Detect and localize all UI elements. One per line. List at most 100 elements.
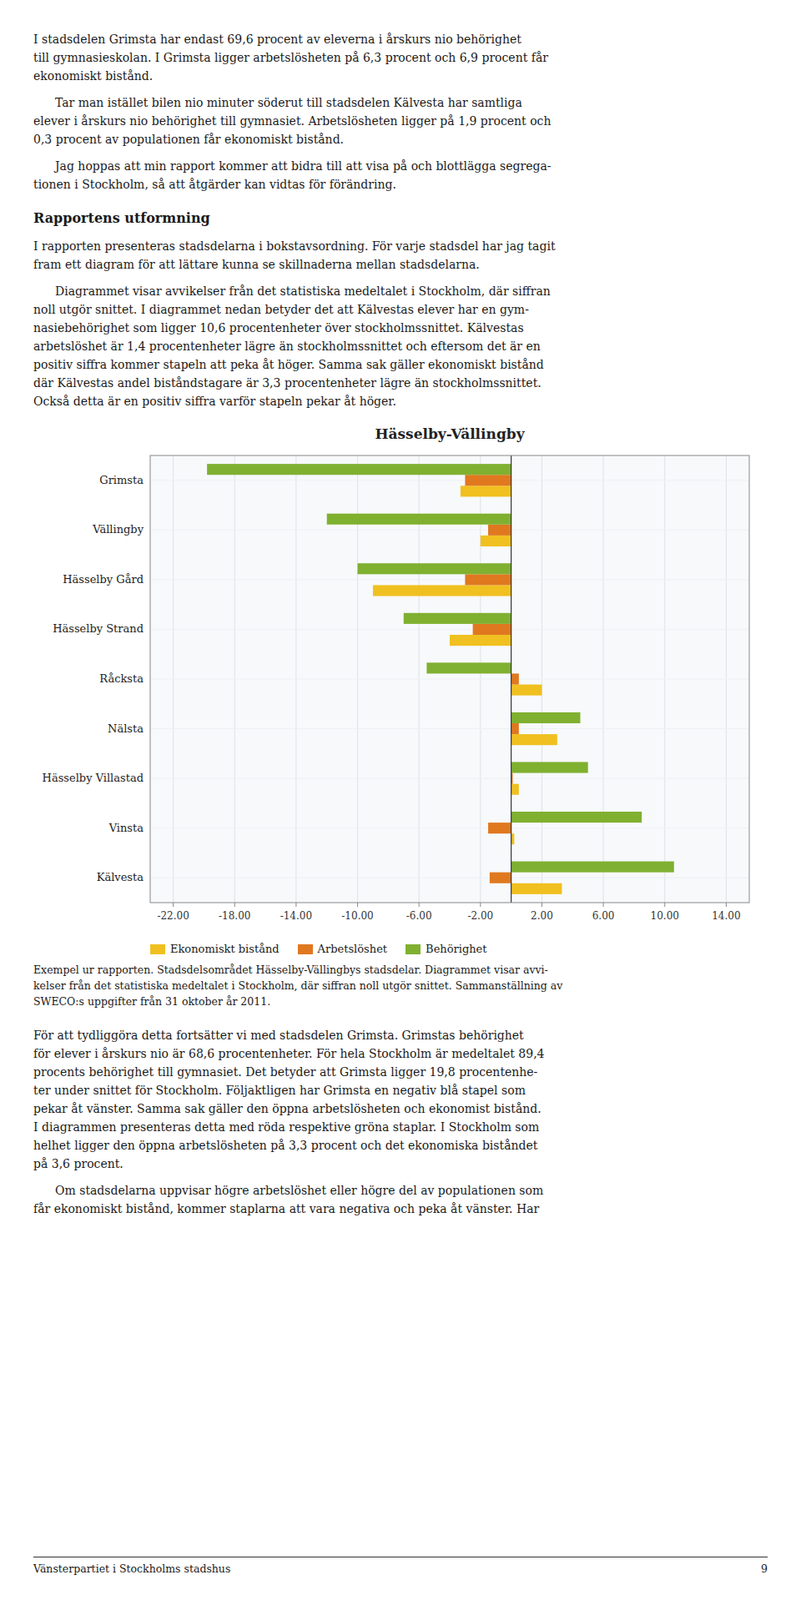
grid-line — [150, 778, 750, 780]
bar — [511, 784, 519, 796]
text-line: får ekonomiskt bistånd, kommer staplarna… — [33, 1199, 768, 1219]
category-label: Hässelby Villastad — [42, 771, 144, 785]
bar — [464, 474, 511, 486]
bar — [460, 485, 512, 497]
tick-mark — [479, 902, 481, 907]
legend-label: Ekonomiskt bistånd — [170, 942, 280, 956]
caption: Exempel ur rapporten. Stadsdelsområdet H… — [33, 962, 768, 1010]
tick-mark — [541, 902, 543, 907]
tick-mark — [357, 902, 358, 907]
text-line: SWECO:s uppgifter från 31 oktober år 201… — [33, 993, 768, 1010]
bar — [488, 822, 512, 834]
legend-item: Ekonomiskt bistånd — [150, 942, 280, 956]
paragraph: I stadsdelen Grimsta har endast 69,6 pro… — [33, 30, 768, 86]
legend-item: Behörighet — [405, 942, 487, 956]
footer-text: Vänsterpartiet i Stockholms stadshus — [33, 1562, 231, 1576]
zero-line — [510, 455, 512, 903]
bar — [206, 463, 512, 475]
text-line: ter under snittet för Stockholm. Följakt… — [33, 1081, 768, 1100]
text-line: Jag hoppas att min rapport kommer att bi… — [33, 156, 768, 176]
tick-label: -18.00 — [218, 910, 251, 922]
text-line: noll utgör snittet. I diagrammet nedan b… — [33, 300, 768, 319]
text-line: kelser från det statistiska medeltalet i… — [33, 977, 768, 994]
heading: Rapportens utformning — [33, 208, 768, 229]
text-line: nasiebehörighet som ligger 10,6 procente… — [33, 318, 768, 338]
text-line: till gymnasieskolan. I Grimsta ligger ar… — [33, 48, 768, 67]
text-line: arbetslöshet är 1,4 procentenheter lägre… — [33, 337, 768, 356]
grid-line — [150, 728, 750, 730]
bar — [489, 872, 512, 884]
bar — [473, 624, 512, 635]
text-line: I stadsdelen Grimsta har endast 69,6 pro… — [33, 30, 768, 49]
text-line: tionen i Stockholm, så att åtgärder kan … — [33, 175, 768, 194]
bar — [511, 734, 558, 746]
bar — [511, 712, 581, 724]
tick-mark — [603, 902, 605, 907]
grid-line — [150, 629, 750, 630]
text-line: för elever i årskurs nio är 68,6 procent… — [33, 1044, 768, 1063]
text-line: där Kälvestas andel biståndstagare är 3,… — [33, 373, 768, 393]
text-line: I rapporten presenteras stadsdelarna i b… — [33, 236, 768, 256]
bar — [511, 883, 563, 895]
bar — [488, 524, 512, 536]
tick-label: 2.00 — [530, 910, 554, 922]
grid-line — [150, 827, 750, 829]
chart-title: Hässelby-Vällingby — [374, 425, 525, 443]
text-line: procents behörighet till gymnasiet. Det … — [33, 1062, 768, 1082]
bar — [449, 634, 512, 646]
bar — [511, 673, 519, 685]
paragraph: Om stadsdelarna uppvisar högre arbetslös… — [33, 1181, 768, 1219]
tick-label: 14.00 — [711, 910, 741, 922]
legend-label: Arbetslöshet — [317, 942, 388, 956]
text-line: Tar man istället bilen nio minuter söder… — [33, 93, 768, 112]
bar — [403, 613, 512, 625]
tick-mark — [172, 902, 174, 907]
legend-label: Behörighet — [425, 942, 487, 956]
tick-label: -6.00 — [406, 910, 433, 922]
paragraph: Tar man istället bilen nio minuter söder… — [33, 93, 768, 149]
category-label: Kälvesta — [96, 871, 145, 884]
tick-mark — [725, 902, 727, 907]
text-line: Diagrammet visar avvikelser från det sta… — [33, 282, 768, 301]
legend-item: Arbetslöshet — [297, 942, 388, 956]
text-line: pekar åt vänster. Samma sak gäller den ö… — [33, 1099, 768, 1119]
tick-label: -22.00 — [156, 910, 189, 922]
text-line: helhet ligger den öppna arbetslösheten p… — [33, 1136, 768, 1155]
text-line: Om stadsdelarna uppvisar högre arbetslös… — [33, 1181, 768, 1200]
bar — [480, 535, 512, 547]
page-number: 9 — [760, 1562, 768, 1576]
plot-background — [150, 455, 750, 903]
bar — [511, 685, 543, 696]
legend-swatch — [297, 944, 313, 955]
text-line: Exempel ur rapporten. Stadsdelsområdet H… — [33, 962, 768, 978]
grid-line — [150, 679, 750, 681]
page: I stadsdelen Grimsta har endast 69,6 pro… — [33, 30, 768, 1227]
paragraph: I rapporten presenteras stadsdelarna i b… — [33, 236, 768, 274]
legend: Ekonomiskt bistånd Arbetslöshet Behörighet — [150, 942, 768, 956]
tick-label: -10.00 — [341, 910, 373, 922]
tick-label: -14.00 — [280, 910, 313, 922]
text-line: 0,3 procent av populationen får ekonomis… — [33, 130, 768, 149]
tick-label: 10.00 — [650, 910, 680, 922]
category-label: Hässelby Gård — [62, 573, 144, 586]
grid-line — [150, 877, 750, 879]
text-line: För att tydliggöra detta fortsätter vi m… — [33, 1026, 768, 1045]
footer: Vänsterpartiet i Stockholms stadshus 9 — [33, 1556, 768, 1576]
category-label: Råcksta — [99, 672, 144, 686]
bars — [206, 463, 675, 895]
bar — [511, 761, 589, 773]
tick-mark — [664, 902, 665, 907]
text-line: I diagrammen presenteras detta med röda … — [33, 1118, 768, 1137]
legend-swatch — [405, 944, 421, 955]
bar — [426, 662, 511, 674]
plot-frame — [150, 455, 750, 903]
text-line: på 3,6 procent. — [33, 1154, 768, 1174]
bar — [327, 513, 512, 525]
category-label: Grimsta — [99, 473, 144, 487]
tick-label: 6.00 — [592, 910, 615, 922]
tick-mark — [234, 902, 236, 907]
legend-swatch — [150, 944, 166, 955]
text-line: fram ett diagram för att lättare kunna s… — [33, 255, 768, 274]
chart: Hässelby-Vällingby -22.00 -18.00 -14.00 -10.… — [33, 418, 768, 937]
paragraph: För att tydliggöra detta fortsätter vi m… — [33, 1026, 768, 1174]
